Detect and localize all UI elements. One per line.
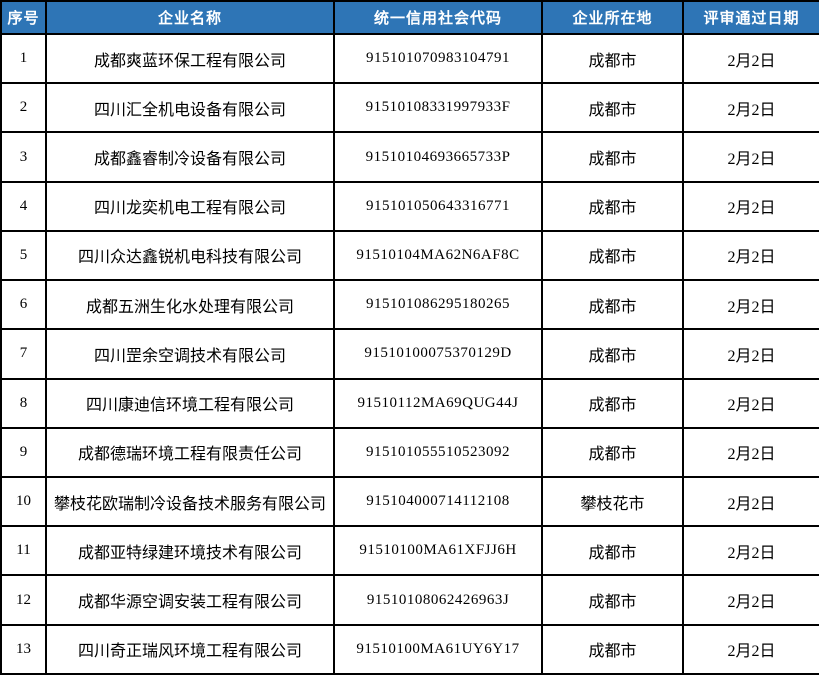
pass-date-cell: 2月2日 [682, 525, 819, 577]
location-cell: 成都市 [541, 426, 684, 478]
serial-number-cell: 13 [0, 623, 47, 675]
table-row: 3 成都鑫睿制冷设备有限公司 91510104693665733P 成都市 2月… [0, 131, 819, 183]
location-cell: 成都市 [541, 328, 684, 380]
serial-number-cell: 7 [0, 328, 47, 380]
pass-date-cell: 2月2日 [682, 180, 819, 232]
table-row: 13 四川奇正瑞风环境工程有限公司 91510100MA61UY6Y17 成都市… [0, 623, 819, 675]
table-row: 7 四川罡余空调技术有限公司 91510100075370129D 成都市 2月… [0, 328, 819, 380]
serial-number-cell: 9 [0, 426, 47, 478]
company-name-cell: 成都亚特绿建环境技术有限公司 [45, 525, 335, 577]
pass-date-cell: 2月2日 [682, 426, 819, 478]
location-cell: 成都市 [541, 82, 684, 134]
table-row: 2 四川汇全机电设备有限公司 91510108331997933F 成都市 2月… [0, 82, 819, 134]
credit-code-cell: 91510104693665733P [333, 131, 543, 183]
table-header-row: 序号 企业名称 统一信用社会代码 企业所在地 评审通过日期 [0, 0, 819, 35]
company-name-cell: 成都鑫睿制冷设备有限公司 [45, 131, 335, 183]
header-serial-number: 序号 [0, 0, 47, 35]
serial-number-cell: 10 [0, 475, 47, 528]
credit-code-cell: 915101070983104791 [333, 32, 543, 85]
credit-code-cell: 915101055510523092 [333, 426, 543, 478]
company-name-cell: 成都五洲生化水处理有限公司 [45, 279, 335, 331]
company-name-cell: 四川众达鑫锐机电科技有限公司 [45, 229, 335, 282]
table-body: 1 成都爽蓝环保工程有限公司 915101070983104791 成都市 2月… [0, 32, 819, 675]
company-name-cell: 成都华源空调安装工程有限公司 [45, 574, 335, 626]
header-company-name: 企业名称 [45, 0, 335, 35]
header-review-pass-date: 评审通过日期 [682, 0, 819, 35]
serial-number-cell: 8 [0, 377, 47, 429]
table-row: 9 成都德瑞环境工程有限责任公司 915101055510523092 成都市 … [0, 426, 819, 478]
credit-code-cell: 91510104MA62N6AF8C [333, 229, 543, 282]
pass-date-cell: 2月2日 [682, 623, 819, 675]
header-credit-code: 统一信用社会代码 [333, 0, 543, 35]
credit-code-cell: 91510100075370129D [333, 328, 543, 380]
company-name-cell: 成都德瑞环境工程有限责任公司 [45, 426, 335, 478]
table-row: 5 四川众达鑫锐机电科技有限公司 91510104MA62N6AF8C 成都市 … [0, 229, 819, 282]
serial-number-cell: 2 [0, 82, 47, 134]
table-row: 10 攀枝花欧瑞制冷设备技术服务有限公司 915104000714112108 … [0, 475, 819, 528]
pass-date-cell: 2月2日 [682, 229, 819, 282]
serial-number-cell: 12 [0, 574, 47, 626]
pass-date-cell: 2月2日 [682, 475, 819, 528]
pass-date-cell: 2月2日 [682, 82, 819, 134]
company-name-cell: 四川罡余空调技术有限公司 [45, 328, 335, 380]
pass-date-cell: 2月2日 [682, 377, 819, 429]
pass-date-cell: 2月2日 [682, 32, 819, 85]
serial-number-cell: 5 [0, 229, 47, 282]
company-name-cell: 四川康迪信环境工程有限公司 [45, 377, 335, 429]
pass-date-cell: 2月2日 [682, 279, 819, 331]
table-row: 12 成都华源空调安装工程有限公司 91510108062426963J 成都市… [0, 574, 819, 626]
location-cell: 成都市 [541, 180, 684, 232]
credit-code-cell: 91510108331997933F [333, 82, 543, 134]
location-cell: 成都市 [541, 377, 684, 429]
table-row: 1 成都爽蓝环保工程有限公司 915101070983104791 成都市 2月… [0, 32, 819, 85]
location-cell: 成都市 [541, 229, 684, 282]
company-name-cell: 攀枝花欧瑞制冷设备技术服务有限公司 [45, 475, 335, 528]
pass-date-cell: 2月2日 [682, 131, 819, 183]
credit-code-cell: 91510100MA61XFJJ6H [333, 525, 543, 577]
table-row: 8 四川康迪信环境工程有限公司 91510112MA69QUG44J 成都市 2… [0, 377, 819, 429]
table-row: 6 成都五洲生化水处理有限公司 915101086295180265 成都市 2… [0, 279, 819, 331]
location-cell: 成都市 [541, 525, 684, 577]
credit-code-cell: 91510112MA69QUG44J [333, 377, 543, 429]
credit-code-cell: 915101086295180265 [333, 279, 543, 331]
location-cell: 成都市 [541, 32, 684, 85]
credit-code-cell: 915104000714112108 [333, 475, 543, 528]
company-name-cell: 四川奇正瑞风环境工程有限公司 [45, 623, 335, 675]
credit-code-cell: 91510100MA61UY6Y17 [333, 623, 543, 675]
location-cell: 成都市 [541, 131, 684, 183]
company-name-cell: 成都爽蓝环保工程有限公司 [45, 32, 335, 85]
serial-number-cell: 1 [0, 32, 47, 85]
location-cell: 成都市 [541, 623, 684, 675]
company-name-cell: 四川汇全机电设备有限公司 [45, 82, 335, 134]
pass-date-cell: 2月2日 [682, 328, 819, 380]
serial-number-cell: 6 [0, 279, 47, 331]
location-cell: 成都市 [541, 279, 684, 331]
header-company-location: 企业所在地 [541, 0, 684, 35]
serial-number-cell: 3 [0, 131, 47, 183]
table-row: 11 成都亚特绿建环境技术有限公司 91510100MA61XFJJ6H 成都市… [0, 525, 819, 577]
credit-code-cell: 91510108062426963J [333, 574, 543, 626]
location-cell: 成都市 [541, 574, 684, 626]
table-row: 4 四川龙奕机电工程有限公司 915101050643316771 成都市 2月… [0, 180, 819, 232]
pass-date-cell: 2月2日 [682, 574, 819, 626]
location-cell: 攀枝花市 [541, 475, 684, 528]
serial-number-cell: 4 [0, 180, 47, 232]
serial-number-cell: 11 [0, 525, 47, 577]
company-name-cell: 四川龙奕机电工程有限公司 [45, 180, 335, 232]
credit-code-cell: 915101050643316771 [333, 180, 543, 232]
